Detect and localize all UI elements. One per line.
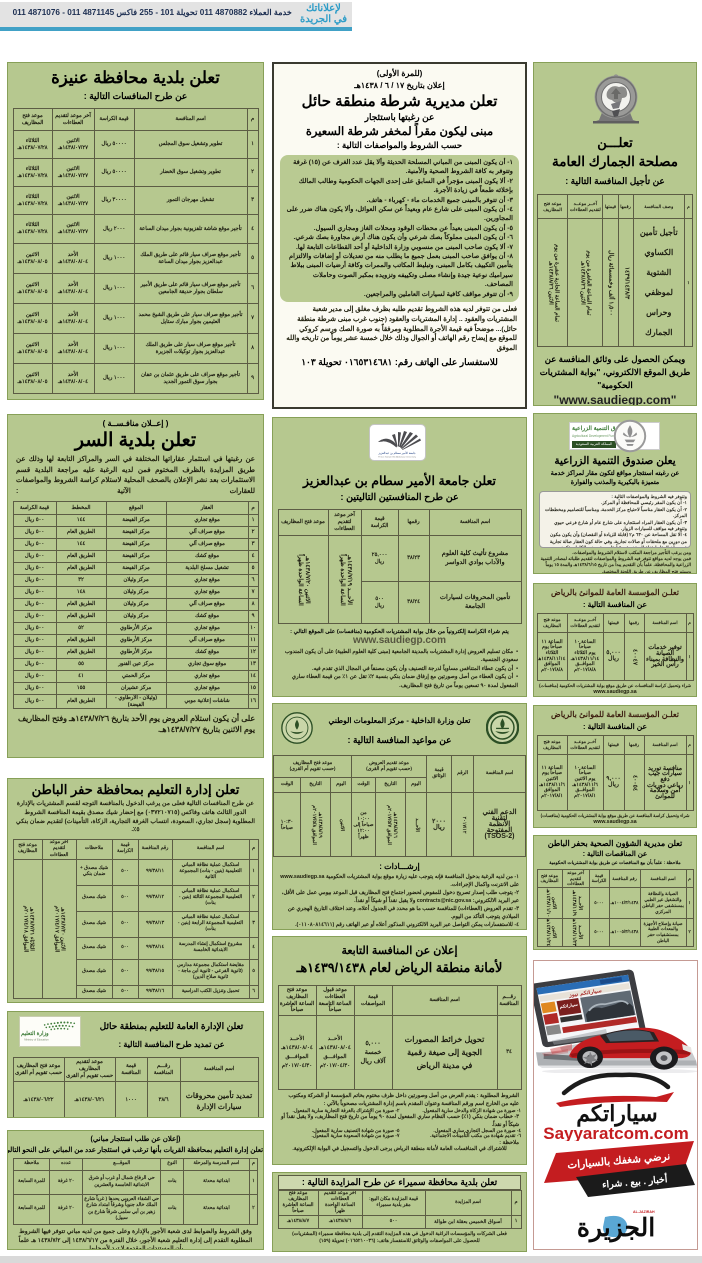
svg-text:Prince Sattam Bin Abdulaziz Un: Prince Sattam Bin Abdulaziz University xyxy=(378,456,417,459)
svg-text:Ministry of Education: Ministry of Education xyxy=(24,1038,49,1042)
svg-text:سياراتكم: سياراتكم xyxy=(559,1002,578,1010)
svg-text:Sayyaratcom.com: Sayyaratcom.com xyxy=(543,1124,689,1141)
svg-text:سياراتكم: سياراتكم xyxy=(576,1101,657,1127)
svg-text:سياراتكم نيوز: سياراتكم نيوز xyxy=(567,988,603,999)
svg-text:AL-JAZIRAH: AL-JAZIRAH xyxy=(633,1210,655,1214)
svg-text:وزارة التعليم: وزارة التعليم xyxy=(21,1031,49,1037)
svg-text:الجزيرة: الجزيرة xyxy=(576,1214,654,1243)
svg-text:جامعة الأمير سطام بن عبدالعزيز: جامعة الأمير سطام بن عبدالعزيز xyxy=(377,451,416,455)
